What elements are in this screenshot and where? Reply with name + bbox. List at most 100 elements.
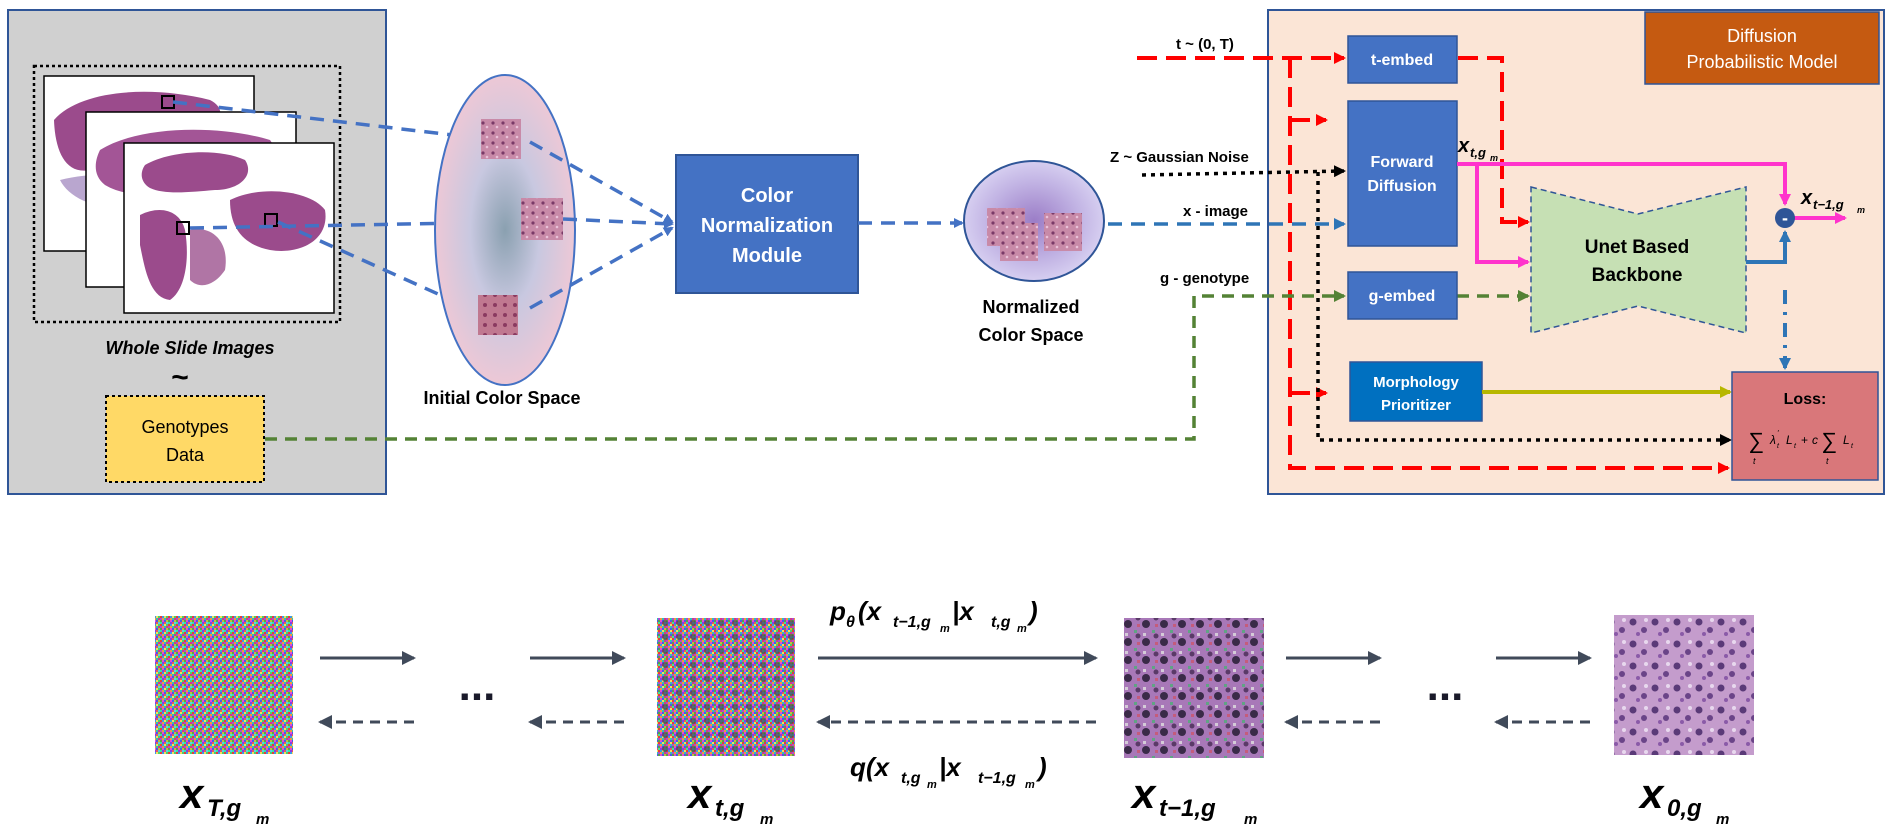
forward-process-label: q (x t,g m |x t−1,g m ) [850, 752, 1047, 791]
svg-text:T,g: T,g [207, 795, 242, 822]
genotypes-label-line1: Genotypes [141, 417, 228, 437]
svg-text:m: m [927, 779, 937, 791]
svg-text:t: t [1826, 456, 1829, 466]
tilde-symbol: ~ [171, 361, 189, 394]
model-title-line2: Probabilistic Model [1686, 52, 1837, 72]
loss-box: Loss: ∑ t λ ' t L t + c ∑ t L t [1731, 371, 1879, 481]
svg-text:θ: θ [846, 614, 855, 631]
svg-text:0,g: 0,g [1667, 795, 1702, 822]
svg-text:': ' [1777, 429, 1779, 438]
svg-text:x: x [686, 770, 713, 817]
forward-diffusion-box: Forward Diffusion [1347, 100, 1458, 247]
xt-label: x t,g m [1457, 135, 1498, 163]
unet-output-connections [1746, 230, 1791, 370]
unet-backbone: Unet Based Backbone [1530, 186, 1747, 334]
svg-text:m: m [940, 623, 950, 635]
svg-text:t,g: t,g [1470, 145, 1486, 160]
svg-text:m: m [1490, 153, 1498, 163]
color-norm-line1: Color [741, 185, 793, 207]
svg-text:t−1,g: t−1,g [893, 614, 931, 631]
svg-text:t,g: t,g [991, 614, 1011, 631]
svg-text:∑: ∑ [1748, 428, 1764, 453]
svg-text:L: L [1843, 433, 1850, 447]
svg-text:t: t [1753, 456, 1756, 466]
svg-text:t: t [1851, 443, 1854, 450]
forward-diffusion-line2: Diffusion [1367, 178, 1436, 195]
svg-text:m: m [256, 811, 269, 828]
patch-2 [521, 198, 563, 240]
timestep-connections [1137, 52, 1730, 474]
svg-text:m: m [760, 811, 773, 828]
noise-connections [1141, 165, 1732, 446]
svg-text:x: x [1457, 135, 1470, 157]
image-x-t [657, 618, 795, 756]
svg-text:): ) [1026, 596, 1038, 626]
svg-text:): ) [1035, 752, 1047, 782]
svg-text:t: t [1794, 443, 1797, 450]
minus-symbol: - [1782, 208, 1788, 228]
color-norm-line3: Module [732, 245, 802, 267]
noisy-sample-connections [1457, 162, 1847, 268]
morphology-prioritizer-box: Morphology Prioritizer [1349, 361, 1483, 422]
to-normalization-arrows [529, 140, 674, 310]
svg-text:m: m [1017, 623, 1027, 635]
diffusion-chain: ... ... p θ (x t−1,g m |x t,g m ) q (x t… [155, 596, 1754, 828]
state-label-x-t-minus-1: x t−1,g m [1130, 770, 1257, 828]
reverse-process-label: p θ (x t−1,g m |x t,g m ) [829, 596, 1038, 635]
patch-3 [478, 295, 518, 335]
image-x-0 [1614, 615, 1754, 755]
svg-text:+: + [1801, 433, 1808, 447]
initial-space-caption: Initial Color Space [423, 388, 580, 408]
svg-text:(x: (x [858, 596, 883, 626]
initial-color-space: Initial Color Space [423, 74, 581, 408]
whole-slide-image-front [123, 142, 335, 314]
normalized-color-space: Normalized Color Space [963, 160, 1105, 345]
genotypes-label-line2: Data [166, 445, 205, 465]
subtraction-node: - [1775, 208, 1795, 228]
svg-text:∑: ∑ [1821, 428, 1837, 453]
svg-text:|x: |x [939, 752, 962, 782]
patch-extraction-arrows [172, 100, 517, 314]
forward-diffusion-line1: Forward [1370, 154, 1433, 171]
svg-text:t−1,g: t−1,g [1813, 197, 1844, 212]
image-x-t-minus-1 [1124, 618, 1264, 758]
svg-text:λ: λ [1769, 433, 1776, 447]
g-embed-label: g-embed [1369, 288, 1436, 305]
g-input-label: g - genotype [1160, 270, 1249, 287]
genotype-connections [265, 290, 1530, 441]
t-embed-box: t-embed [1347, 35, 1458, 84]
state-label-x-t: x t,g m [686, 770, 773, 828]
svg-text:t−1,g: t−1,g [978, 770, 1016, 787]
svg-text:m: m [1716, 811, 1729, 828]
svg-text:x: x [1800, 187, 1813, 209]
unet-label-line2: Backbone [1592, 265, 1683, 286]
svg-text:m: m [1857, 205, 1865, 215]
loss-formula: ∑ t λ ' t L t + c ∑ t L t [1748, 428, 1854, 466]
color-normalization-module: Color Normalization Module [675, 154, 859, 294]
genotypes-data-box: Genotypes Data [105, 395, 265, 483]
svg-text:L: L [1786, 433, 1793, 447]
svg-text:p: p [829, 596, 846, 626]
svg-text:m: m [1025, 779, 1035, 791]
svg-text:m: m [1244, 811, 1257, 828]
svg-text:t−1,g: t−1,g [1159, 795, 1216, 822]
z-input-label: Z ~ Gaussian Noise [1110, 149, 1249, 166]
morphology-line1: Morphology [1373, 374, 1459, 391]
svg-text:x: x [1638, 770, 1665, 817]
svg-text:(x: (x [866, 752, 891, 782]
svg-text:c: c [1812, 433, 1818, 447]
image-x-T [155, 616, 293, 754]
normalized-caption-line1: Normalized [982, 297, 1079, 317]
xt-minus-1-label: x t−1,g m [1800, 187, 1865, 215]
t-embed-label: t-embed [1371, 52, 1433, 69]
ellipsis-right: ... [1427, 661, 1464, 710]
ellipsis-left: ... [459, 661, 496, 710]
svg-text:t,g: t,g [901, 770, 921, 787]
svg-text:q: q [850, 752, 866, 782]
unet-label-line1: Unet Based [1585, 237, 1690, 258]
model-title-line1: Diffusion [1727, 26, 1797, 46]
color-norm-line2: Normalization [701, 215, 833, 237]
patch-1 [481, 119, 521, 159]
svg-text:x: x [1130, 770, 1157, 817]
